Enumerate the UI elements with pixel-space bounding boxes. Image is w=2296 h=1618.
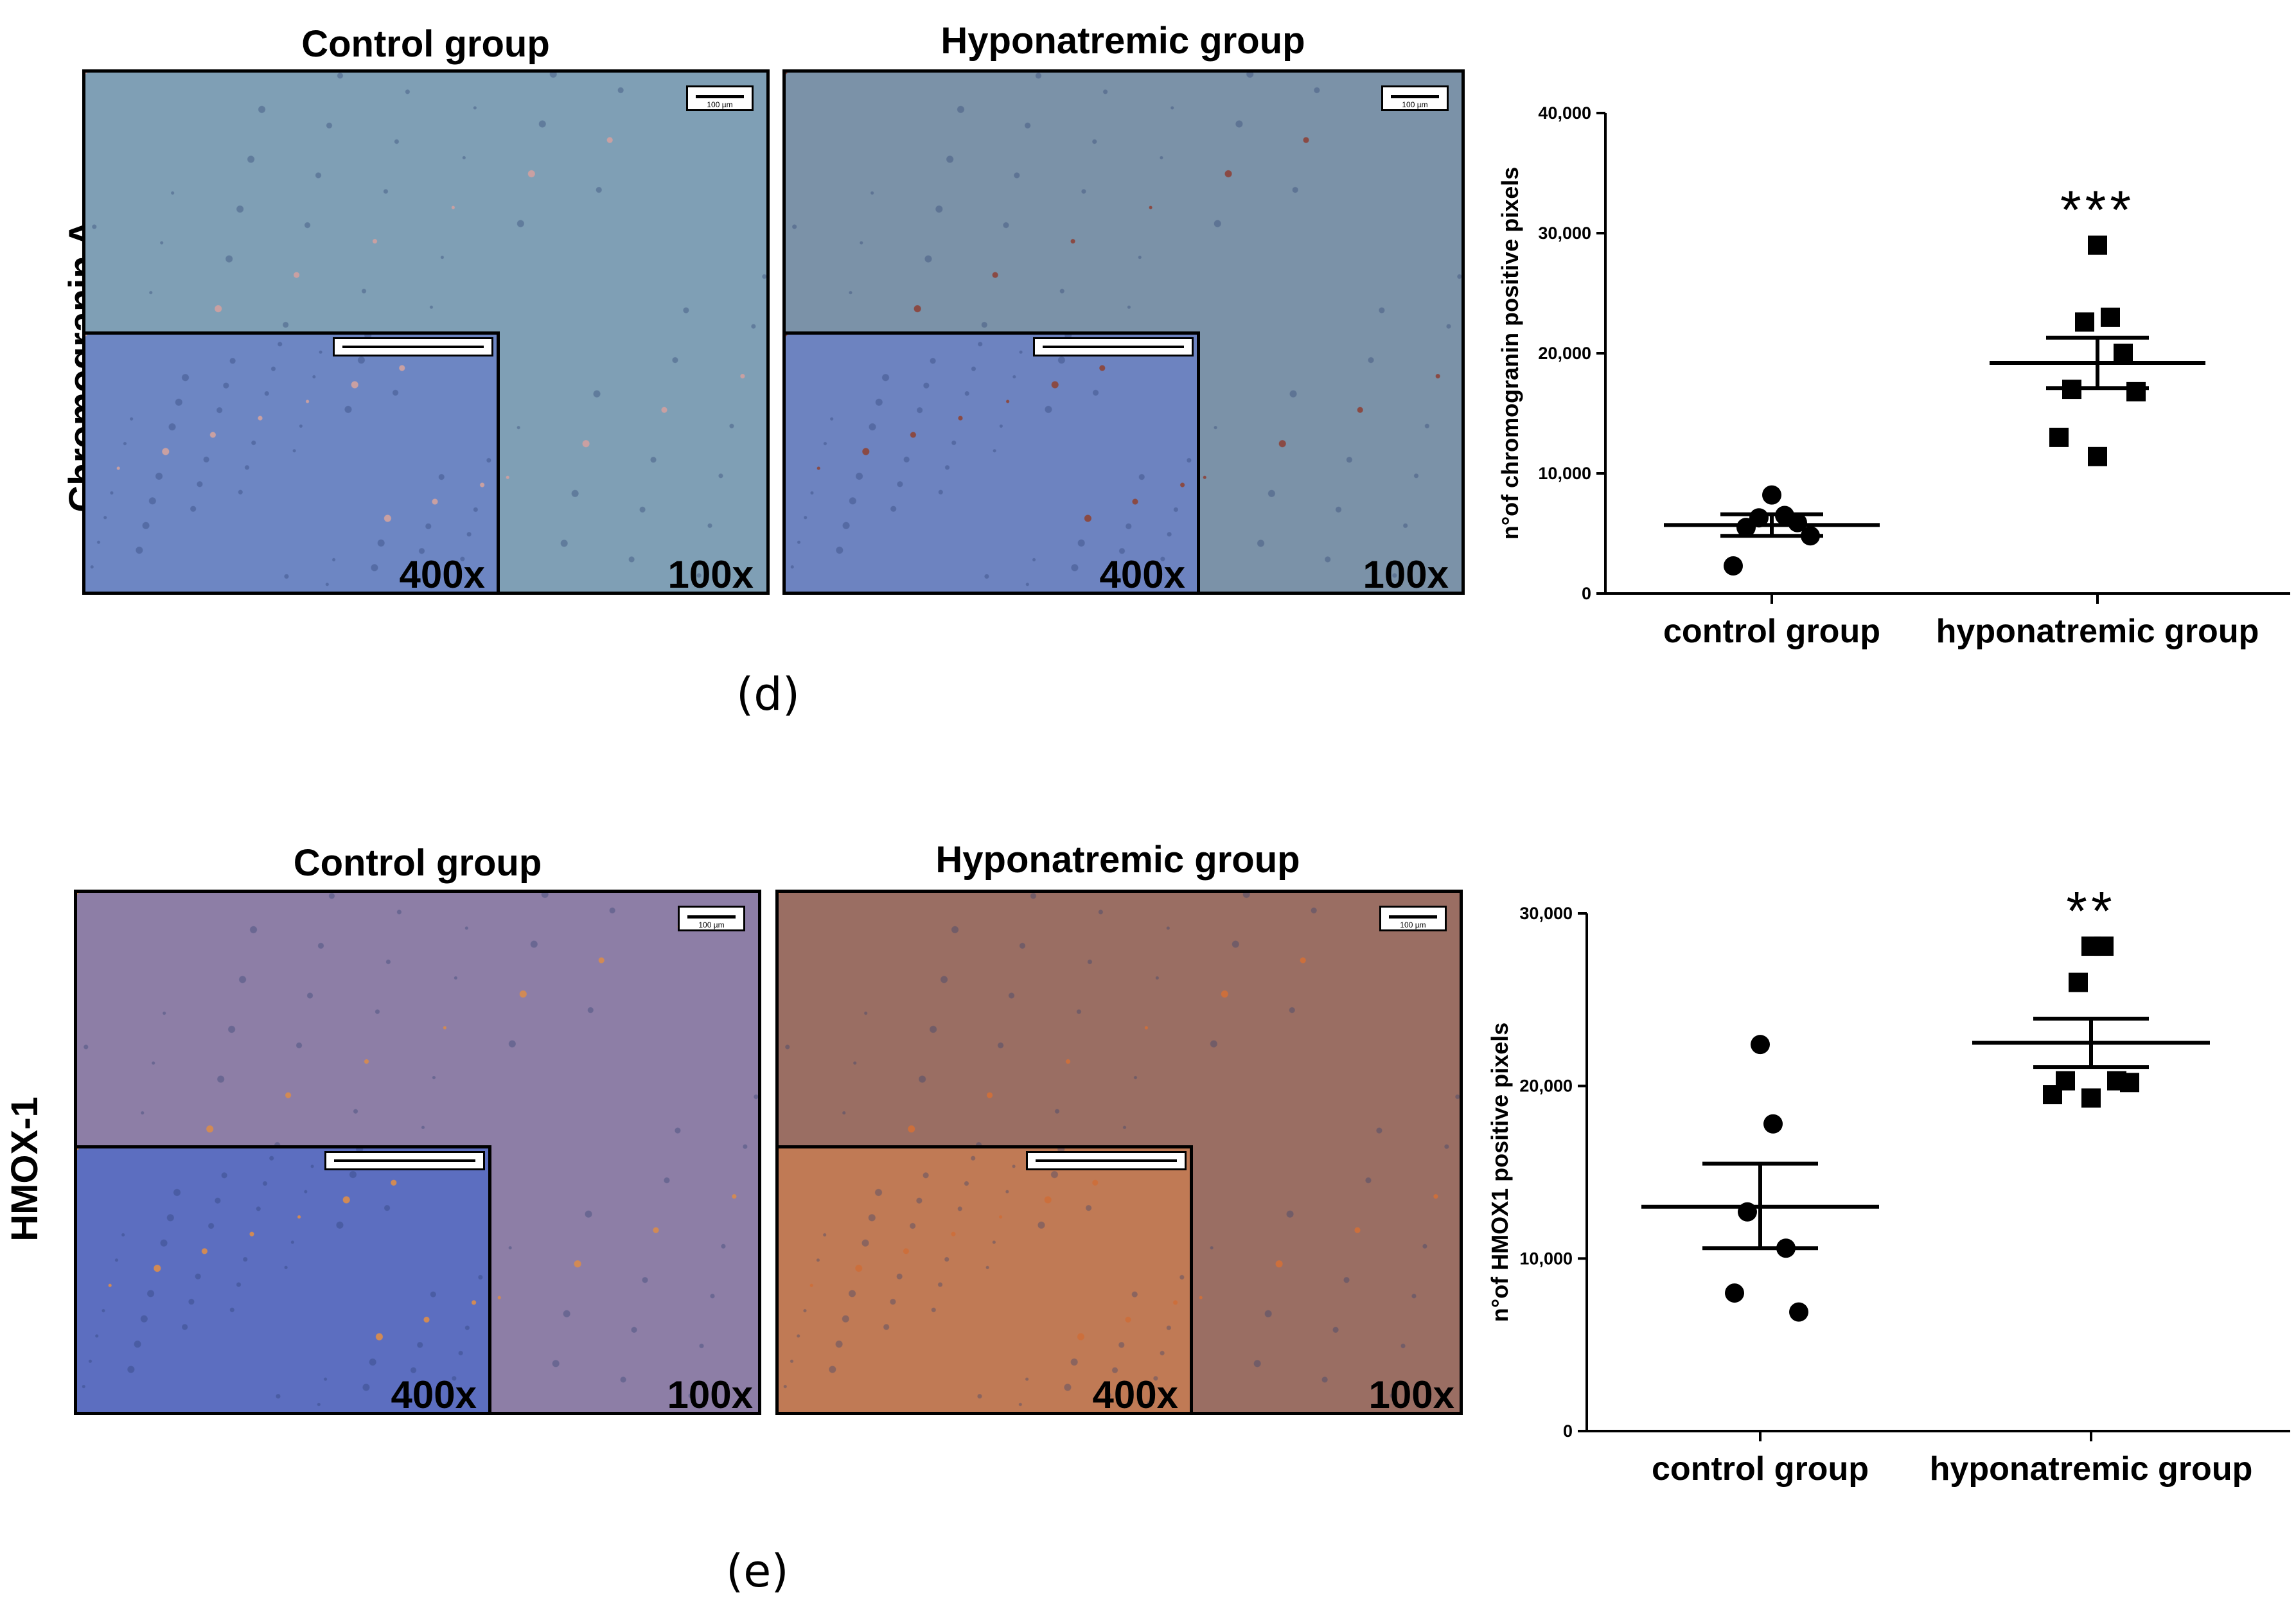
data-point — [1789, 1302, 1808, 1322]
panel-title-control-e: Control group — [293, 842, 542, 884]
data-point — [1724, 556, 1743, 576]
inset-400x: 400x — [85, 331, 500, 592]
significance-marker: ** — [2066, 881, 2115, 941]
x-tick-label: control group — [1663, 613, 1880, 650]
inset-400x: 400x — [77, 1145, 491, 1412]
scale-bar: 100 µm — [1379, 906, 1447, 931]
x-tick-label: control group — [1652, 1450, 1869, 1488]
panel-title-hyponatremic-e: Hyponatremic group — [935, 839, 1300, 881]
micrograph-control-hmox1: 100 µm 400x 100x — [74, 890, 761, 1415]
data-point — [2049, 427, 2069, 447]
micrograph-control-chromogranin: 100 µm 400x 100x — [82, 69, 770, 595]
data-point — [2088, 235, 2107, 255]
inset-scale-bar — [333, 337, 493, 356]
micrograph-hyponatremic-chromogranin: 100 µm 400x 100x — [782, 69, 1465, 595]
data-point — [2120, 1073, 2139, 1093]
data-point — [1736, 518, 1756, 538]
data-point — [2088, 446, 2107, 466]
inset-magnification-label: 400x — [391, 1373, 477, 1412]
inset-scale-bar — [1026, 1151, 1187, 1170]
inset-400x: 400x — [779, 1145, 1193, 1412]
y-tick-label: 0 — [1563, 1421, 1573, 1441]
y-axis-title: n°of chromogranin positive pixels — [1497, 167, 1523, 540]
inset-scale-bar — [324, 1151, 485, 1170]
data-point — [1763, 1114, 1783, 1134]
data-point — [1725, 1283, 1744, 1303]
panel-caption-e: (e) — [726, 1545, 789, 1597]
inset-400x: 400x — [786, 331, 1200, 592]
magnification-label: 100x — [667, 1373, 753, 1415]
inset-scale-bar — [1033, 337, 1194, 356]
data-point — [2126, 382, 2146, 401]
panel-title-hyponatremic-d: Hyponatremic group — [940, 20, 1305, 62]
y-tick-label: 10,000 — [1538, 464, 1591, 483]
significance-marker: *** — [2060, 180, 2135, 240]
row-label-hmox1: HMOX-1 — [4, 1096, 46, 1242]
chart-hmox1: 0 10,000 20,000 30,000 n°of HMOX1 positive p… — [1487, 881, 2290, 1488]
magnification-label: 100x — [1368, 1373, 1454, 1415]
x-tick-label: hyponatremic group — [1930, 1450, 2253, 1488]
x-tick-label: hyponatremic group — [1936, 613, 2259, 650]
data-point — [2114, 344, 2133, 363]
y-axis-title: n°of HMOX1 positive pixels — [1487, 1023, 1513, 1323]
y-tick-label: 40,000 — [1538, 103, 1591, 123]
data-point — [2069, 972, 2088, 992]
scale-bar: 100 µm — [686, 85, 754, 111]
y-tick-label: 30,000 — [1538, 224, 1591, 243]
inset-magnification-label: 400x — [1099, 553, 1185, 592]
data-point — [1762, 485, 1781, 505]
panel-caption-d: (d) — [736, 668, 800, 721]
data-point — [1788, 513, 1807, 532]
y-tick-label: 20,000 — [1538, 344, 1591, 363]
y-tick-label: 0 — [1582, 584, 1591, 603]
micrograph-hyponatremic-hmox1: 100 µm 400x 100x — [775, 890, 1463, 1415]
y-tick-label: 30,000 — [1519, 904, 1573, 923]
data-point — [2094, 937, 2114, 956]
data-point — [1751, 1035, 1770, 1055]
magnification-label: 100x — [1363, 553, 1449, 595]
magnification-label: 100x — [667, 553, 754, 595]
data-point — [2081, 1088, 2101, 1108]
y-tick-label: 10,000 — [1519, 1249, 1573, 1268]
inset-magnification-label: 400x — [399, 553, 485, 592]
scale-bar: 100 µm — [678, 906, 745, 931]
chart-chromogranin: 0 10,000 20,000 30,000 40,000 n°of chromogran… — [1497, 103, 2290, 650]
panel-title-control-d: Control group — [301, 23, 550, 65]
data-point — [2101, 307, 2120, 327]
data-point — [2043, 1085, 2062, 1105]
data-point — [2075, 312, 2094, 332]
y-tick-label: 20,000 — [1519, 1077, 1573, 1096]
scale-bar: 100 µm — [1381, 85, 1449, 111]
inset-magnification-label: 400x — [1092, 1373, 1178, 1412]
